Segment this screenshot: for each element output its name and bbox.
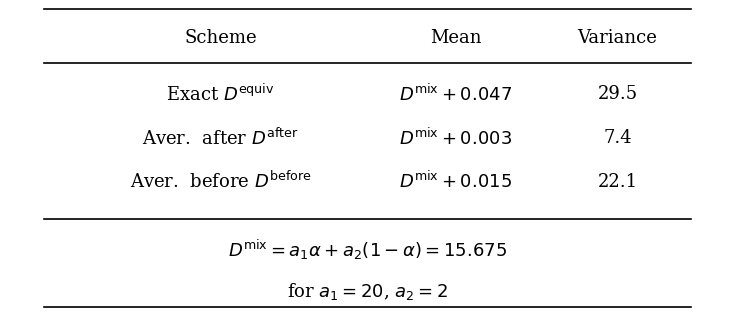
Text: 7.4: 7.4 xyxy=(603,129,631,147)
Text: Variance: Variance xyxy=(578,28,657,47)
Text: Aver.  before $D^{\mathrm{before}}$: Aver. before $D^{\mathrm{before}}$ xyxy=(129,171,312,192)
Text: $D^{\mathrm{mix}} + 0.015$: $D^{\mathrm{mix}} + 0.015$ xyxy=(399,171,512,192)
Text: $D^{\mathrm{mix}} + 0.047$: $D^{\mathrm{mix}} + 0.047$ xyxy=(399,83,512,105)
Text: 29.5: 29.5 xyxy=(598,85,637,103)
Text: 22.1: 22.1 xyxy=(598,172,637,191)
Text: Aver.  after $D^{\mathrm{after}}$: Aver. after $D^{\mathrm{after}}$ xyxy=(143,127,298,148)
Text: Scheme: Scheme xyxy=(184,28,257,47)
Text: $D^{\mathrm{mix}} + 0.003$: $D^{\mathrm{mix}} + 0.003$ xyxy=(399,127,512,148)
Text: Mean: Mean xyxy=(430,28,481,47)
Text: $D^{\mathrm{mix}} = a_1\alpha + a_2(1-\alpha) = 15.675$: $D^{\mathrm{mix}} = a_1\alpha + a_2(1-\a… xyxy=(228,238,507,263)
Text: Exact $D^{\mathrm{equiv}}$: Exact $D^{\mathrm{equiv}}$ xyxy=(166,83,275,105)
Text: for $a_1 = 20$, $a_2 = 2$: for $a_1 = 20$, $a_2 = 2$ xyxy=(287,280,448,302)
